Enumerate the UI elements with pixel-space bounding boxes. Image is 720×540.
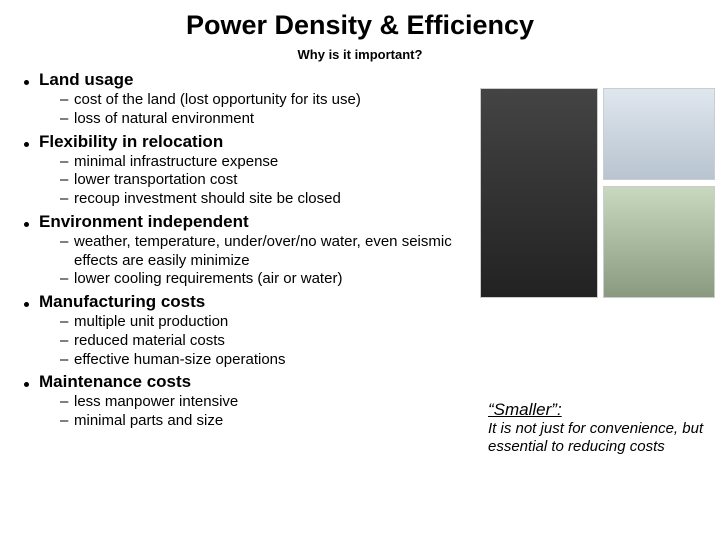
bullet-dot-icon: [24, 382, 29, 387]
bullet-label: Flexibility in relocation: [39, 132, 223, 152]
sub-bullet: loss of natural environment: [60, 110, 498, 129]
content: Land usagecost of the land (lost opportu…: [18, 70, 702, 434]
bullet-item: Flexibility in relocationminimal infrast…: [18, 132, 498, 209]
bullet-item: Manufacturing costsmultiple unit product…: [18, 292, 498, 369]
doc-brown-image: [603, 186, 715, 298]
bullet-dot-icon: [24, 302, 29, 307]
bullet-label: Maintenance costs: [39, 372, 191, 392]
bullet-label: Environment independent: [39, 212, 249, 232]
caption-title: “Smaller”:: [488, 400, 708, 420]
sub-bullet: recoup investment should site be closed: [60, 190, 498, 209]
sub-list: weather, temperature, under/over/no wate…: [60, 233, 498, 289]
sub-bullet: less manpower intensive: [60, 393, 498, 412]
delorean-image: [603, 88, 715, 180]
sub-list: less manpower intensiveminimal parts and…: [60, 393, 498, 431]
slide-title: Power Density & Efficiency: [18, 10, 702, 41]
bullet-list: Land usagecost of the land (lost opportu…: [18, 70, 498, 431]
sub-bullet: lower transportation cost: [60, 171, 498, 190]
bullet-dot-icon: [24, 222, 29, 227]
sub-bullet: reduced material costs: [60, 332, 498, 351]
bullet-label: Land usage: [39, 70, 133, 90]
sub-list: cost of the land (lost opportunity for i…: [60, 91, 498, 129]
bullet-column: Land usagecost of the land (lost opportu…: [18, 70, 498, 434]
slide-subtitle: Why is it important?: [18, 47, 702, 62]
sub-bullet: minimal parts and size: [60, 412, 498, 431]
bullet-dot-icon: [24, 80, 29, 85]
sub-bullet: cost of the land (lost opportunity for i…: [60, 91, 498, 110]
bullet-item: Maintenance costsless manpower intensive…: [18, 372, 498, 431]
sub-bullet: lower cooling requirements (air or water…: [60, 270, 498, 289]
caption-block: “Smaller”: It is not just for convenienc…: [488, 400, 708, 456]
mr-fusion-image: [480, 88, 598, 298]
bullet-dot-icon: [24, 142, 29, 147]
sub-bullet: multiple unit production: [60, 313, 498, 332]
sub-bullet: weather, temperature, under/over/no wate…: [60, 233, 498, 271]
sub-list: multiple unit productionreduced material…: [60, 313, 498, 369]
sub-list: minimal infrastructure expenselower tran…: [60, 153, 498, 209]
bullet-item: Land usagecost of the land (lost opportu…: [18, 70, 498, 129]
sub-bullet: effective human-size operations: [60, 351, 498, 370]
caption-body: It is not just for convenience, but esse…: [488, 420, 708, 456]
sub-bullet: minimal infrastructure expense: [60, 153, 498, 172]
bullet-label: Manufacturing costs: [39, 292, 205, 312]
bullet-item: Environment independentweather, temperat…: [18, 212, 498, 289]
